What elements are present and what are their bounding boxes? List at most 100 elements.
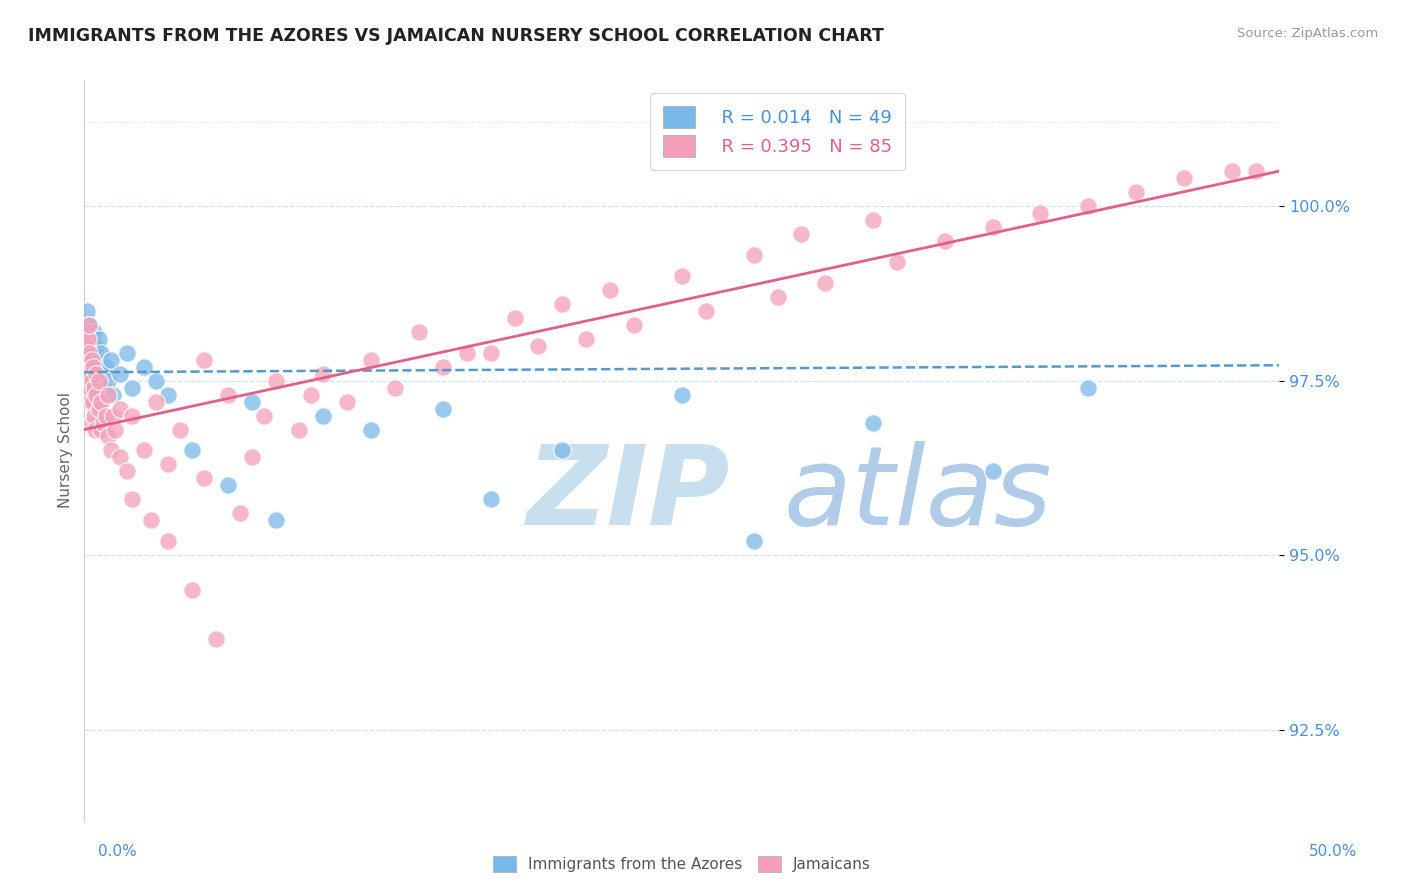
Point [141,513,163,527]
Point [121,381,143,395]
Point [169,423,191,437]
Point [82,394,104,409]
Point [1244,164,1267,178]
Point [100,443,122,458]
Point [101,409,124,423]
Y-axis label: Nursery School: Nursery School [58,392,73,508]
Point [80,332,103,346]
Point [503,310,526,325]
Point [1077,199,1099,213]
Point [93,416,115,430]
Point [77,332,100,346]
Point [77,318,100,332]
Point [599,283,621,297]
Point [695,303,717,318]
Point [86,339,108,353]
Point [97,387,120,401]
Point [981,219,1004,234]
Point [86,374,108,388]
Point [301,387,323,401]
Point [312,409,335,423]
Point [479,492,502,507]
Point [110,401,132,416]
Point [90,423,112,437]
Text: ZIP: ZIP [527,442,730,549]
Point [77,318,100,332]
Point [312,367,335,381]
Point [181,583,204,598]
Point [121,409,143,423]
Point [82,387,104,401]
Point [86,387,108,401]
Point [79,394,101,409]
Point [1077,381,1099,395]
Point [84,423,107,437]
Point [83,367,105,381]
Point [384,381,406,395]
Point [79,339,101,353]
Point [862,416,884,430]
Point [132,443,156,458]
Point [110,367,132,381]
Point [75,325,97,339]
Point [76,374,98,388]
Text: 50.0%: 50.0% [1309,845,1357,859]
Point [75,325,97,339]
Text: atlas: atlas [783,442,1052,549]
Point [82,359,104,374]
Point [77,332,100,346]
Point [80,352,103,367]
Point [1220,164,1243,178]
Point [288,423,311,437]
Point [76,387,98,401]
Point [193,471,215,485]
Point [97,374,120,388]
Point [253,409,276,423]
Point [86,359,108,374]
Point [157,387,180,401]
Point [77,352,100,367]
Point [77,367,100,381]
Point [83,409,105,423]
Point [90,394,112,409]
Point [157,534,180,549]
Point [87,401,110,416]
Point [456,345,478,359]
Text: 0.0%: 0.0% [98,845,138,859]
Point [157,458,180,472]
Point [145,394,167,409]
Point [432,359,454,374]
Point [82,345,104,359]
Point [76,303,98,318]
Point [671,387,693,401]
Point [80,374,103,388]
Point [94,409,117,423]
Point [360,352,382,367]
Point [77,345,100,359]
Point [77,381,100,395]
Text: Source: ZipAtlas.com: Source: ZipAtlas.com [1237,27,1378,40]
Point [217,478,239,492]
Point [205,632,228,646]
Point [83,325,105,339]
Point [76,339,98,353]
Point [76,345,98,359]
Point [1125,185,1147,199]
Point [742,534,765,549]
Point [117,345,139,359]
Point [671,268,693,283]
Point [97,429,120,443]
Point [790,227,813,241]
Point [217,387,239,401]
Point [93,381,115,395]
Point [408,325,430,339]
Point [90,345,112,359]
Point [84,352,107,367]
Point [132,359,156,374]
Point [862,213,884,227]
Point [87,332,110,346]
Point [1029,206,1052,220]
Point [86,367,108,381]
Point [83,381,105,395]
Point [1173,171,1195,186]
